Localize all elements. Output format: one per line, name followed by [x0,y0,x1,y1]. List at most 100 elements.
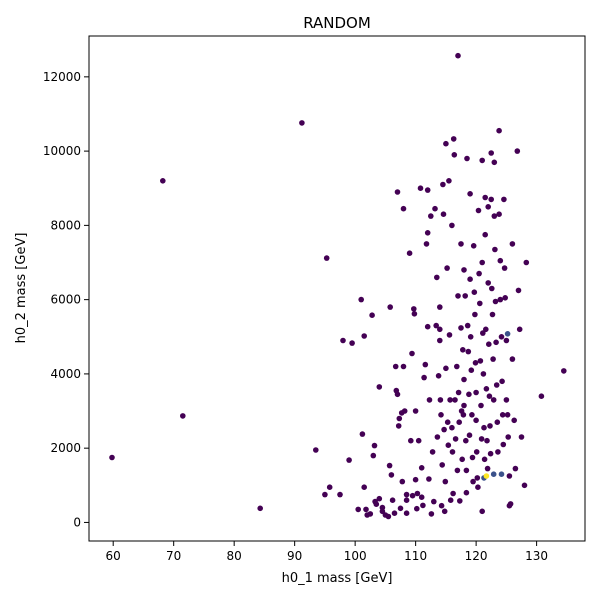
data-point [475,484,481,491]
data-point [499,412,506,418]
data-point [485,280,492,286]
data-point [461,376,467,383]
data-point [463,437,469,444]
data-point [503,397,510,403]
data-point [489,285,495,292]
data-point [466,391,472,398]
data-point [518,434,525,440]
data-point [415,437,422,444]
x-tick-label: 60 [106,549,121,563]
data-point [445,442,452,449]
y-axis: 0 2000 4000 6000 8000 10000 12000 [43,70,89,529]
data-point [299,120,305,126]
data-point [503,337,510,344]
data-point [505,434,512,440]
data-point [440,211,447,217]
data-point [109,454,115,461]
data-point [449,222,455,229]
data-point [441,426,447,433]
data-point [502,295,509,301]
data-point [459,456,466,463]
data-point [473,449,480,455]
data-point [497,296,504,303]
data-point [463,489,470,496]
data-point [395,423,402,429]
data-point [439,462,446,468]
data-point [482,231,489,238]
data-point [475,207,482,214]
data-point [388,472,395,478]
data-point [180,413,186,419]
data-point [492,246,498,253]
data-point [437,304,443,310]
data-point [367,511,374,517]
data-point [497,257,504,264]
data-point [446,178,452,184]
data-point [482,194,489,201]
data-point [421,374,427,381]
data-point [355,506,362,513]
data-point [511,417,517,424]
data-point [435,373,442,379]
data-point [358,296,365,303]
data-point [400,205,407,212]
data-point [361,484,368,491]
y-tick-label: 12000 [43,70,81,84]
data-point [451,152,458,158]
data-point [322,491,328,498]
data-point [449,449,456,455]
data-point [498,334,505,340]
data-point [442,478,449,485]
data-point [412,408,419,414]
data-point [561,368,567,374]
data-point [440,181,446,188]
data-point [423,241,430,247]
data-point [418,465,425,471]
data-point [376,384,383,390]
data-point [432,205,438,212]
data-point [447,397,453,403]
data-point [313,447,319,453]
data-point [523,259,530,266]
data-point [457,498,463,504]
data-point [446,332,453,338]
data-point [447,497,454,504]
x-tick-label: 90 [287,549,302,563]
data-point [411,306,417,312]
data-point [506,502,513,509]
data-point [484,465,491,472]
data-point [370,452,377,459]
data-point [426,476,432,482]
data-point [454,467,461,474]
data-point [326,484,333,491]
data-point [464,322,471,329]
data-point [431,498,437,505]
data-point [493,382,500,388]
x-tick-label: 130 [525,549,548,563]
y-tick-label: 2000 [50,441,81,455]
data-point [467,276,473,283]
data-point [514,148,521,154]
y-tick-label: 6000 [50,293,81,307]
data-point [468,367,475,374]
data-point [460,347,466,353]
data-point [411,311,418,317]
data-point [480,371,487,377]
y-tick-label: 10000 [43,144,81,158]
data-point [363,506,369,513]
data-point [495,449,501,455]
data-point [470,478,476,485]
data-point [465,348,472,355]
data-point [434,274,440,281]
data-point [359,431,366,437]
data-point [455,52,461,59]
data-point [471,289,478,296]
data-point [433,322,440,329]
data-point [414,490,421,497]
data-point [504,412,511,418]
data-point [392,363,399,370]
data-point [408,437,414,444]
data-point [460,412,467,418]
